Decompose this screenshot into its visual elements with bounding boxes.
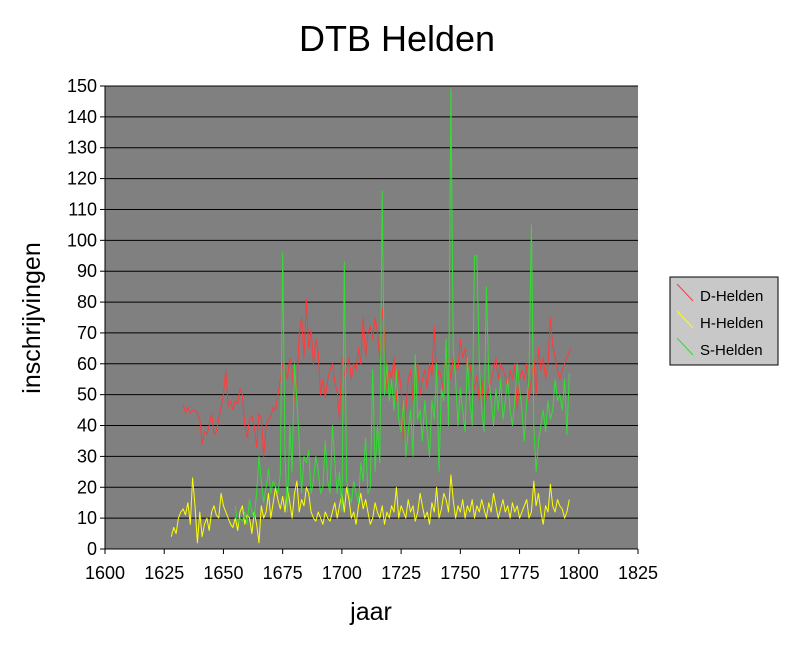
y-axis-title: inschrijvingen xyxy=(18,242,46,393)
y-tick-label: 140 xyxy=(67,107,97,127)
x-tick-label: 1700 xyxy=(322,563,362,583)
series-layer xyxy=(170,88,573,544)
y-tick-label: 110 xyxy=(68,199,97,219)
y-tick-label: 0 xyxy=(87,539,97,559)
y-tick-label: 10 xyxy=(77,508,97,528)
y-tick-label: 30 xyxy=(77,446,97,466)
y-tick-label: 70 xyxy=(77,323,97,343)
plot-area xyxy=(105,86,638,549)
y-axis-ticks: 0 10 20 30 40 50 60 70 80 90 100 110 120 130 140 150 xyxy=(67,76,105,559)
x-tick-label: 1800 xyxy=(559,563,599,583)
y-tick-label: 120 xyxy=(67,169,97,189)
x-tick-label: 1600 xyxy=(85,563,125,583)
y-tick-label: 80 xyxy=(77,292,97,312)
legend-label: H-Helden xyxy=(700,315,763,332)
y-tick-label: 130 xyxy=(67,138,97,158)
legend-label: S-Helden xyxy=(700,342,763,359)
x-tick-label: 1675 xyxy=(263,563,303,583)
y-tick-label: 20 xyxy=(77,477,97,497)
x-tick-label: 1750 xyxy=(440,563,480,583)
gridlines xyxy=(105,85,638,519)
y-tick-label: 90 xyxy=(77,261,97,281)
y-tick-label: 50 xyxy=(77,385,97,405)
y-tick-label: 100 xyxy=(67,230,97,250)
x-tick-label: 1725 xyxy=(381,563,421,583)
legend-swatch xyxy=(676,283,694,302)
x-tick-label: 1650 xyxy=(203,563,243,583)
series-line-h-helden xyxy=(170,474,570,544)
legend-swatch xyxy=(676,337,694,356)
x-axis-ticks: 1600 1625 1650 1675 1700 1725 1750 1775 1800 1825 xyxy=(85,549,658,583)
legend: D-Helden H-Helden S-Helden xyxy=(669,276,779,366)
x-tick-label: 1775 xyxy=(500,563,540,583)
y-tick-label: 60 xyxy=(77,354,97,374)
series-line-s-helden xyxy=(234,88,570,525)
x-tick-label: 1825 xyxy=(618,563,658,583)
x-tick-label: 1625 xyxy=(144,563,184,583)
y-tick-label: 150 xyxy=(67,76,97,96)
legend-label: D-Helden xyxy=(700,288,763,305)
x-axis-title: jaar xyxy=(349,598,392,626)
chart-title: DTB Helden xyxy=(299,18,495,59)
y-tick-label: 40 xyxy=(77,416,97,436)
legend-swatch xyxy=(676,310,694,329)
